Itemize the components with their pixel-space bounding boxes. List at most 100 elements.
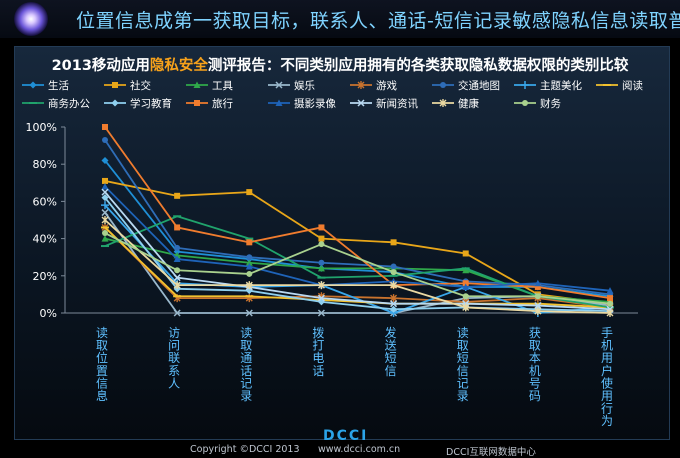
data-point-6-4 [318,259,325,266]
data-point-15-2 [174,267,181,274]
x-tick-label-char: 记 [240,376,252,390]
x-tick-label-char: 短 [457,351,469,365]
data-point-14-3 [245,281,253,290]
data-point-11-7 [534,283,541,290]
data-point-5-5 [390,294,398,303]
chart-title: 2013移动应用隐私安全测评报告：不同类别应用拥有的各类获取隐私数据权限的类别比… [0,54,680,75]
x-tick-label-char: 系 [168,364,180,378]
series-line-13 [104,191,611,311]
x-tick-label-char: 手 [601,326,613,340]
data-point-10-1 [101,194,109,202]
legend-label-1: 生活 [48,79,69,92]
chart-title-highlight: 隐私安全 [149,58,208,74]
legend-marker-13 [357,99,365,107]
x-tick-label-char: 访 [168,326,180,340]
legend-marker-11 [194,100,200,106]
x-tick-label-char: 读 [96,326,108,340]
data-point-15-7 [534,293,541,300]
x-tick-label-char: 取 [96,339,108,353]
legend-marker-12 [275,99,283,106]
x-tick-label-char: 读 [457,326,469,340]
y-tick-label: 40% [33,233,57,246]
legend-label-9: 商务办公 [48,97,90,110]
data-point-2-3 [246,189,253,196]
data-point-4-4 [317,309,325,317]
data-point-13-1 [101,188,109,196]
series-line-9 [104,215,611,309]
data-point-12-3 [245,263,253,270]
data-point-12-2 [173,255,181,263]
data-point-11-2 [174,224,181,231]
chart-title-part-3: 测评报告：不同类别应用拥有的各类获取隐私数据权限的类别比较 [207,58,629,74]
data-point-6-3 [246,254,253,261]
data-point-6-5 [390,263,397,270]
x-tick-label-char: 拨 [312,326,324,340]
x-tick-label-char: 取 [240,339,252,353]
data-point-12-6 [462,283,470,290]
star-logo-icon [14,2,48,36]
legend-label-10: 学习教育 [130,97,172,110]
data-point-6-1 [102,137,108,144]
legend-marker-5 [357,81,365,89]
x-tick-label-char: 记 [457,376,469,390]
legend-marker-2 [112,82,118,88]
series-line-12 [104,185,611,292]
legend-label-7: 主题美化 [540,79,582,92]
legend-marker-14 [439,99,447,107]
x-tick-label-char: 用 [601,351,613,365]
data-point-15-5 [390,269,397,276]
series-line-11 [104,126,611,300]
data-point-14-2 [173,281,181,290]
x-tick-label-char: 获 [529,326,541,340]
footer-center: DCCI互联网数据中心 [446,447,536,458]
x-tick-label-char: 话 [240,364,252,378]
legend-marker-7 [521,81,529,89]
series-line-8 [104,226,611,309]
data-point-10-5 [390,305,398,313]
chart-title-part-1: 2013移动应用 [51,58,150,74]
x-tick-label-char: 用 [601,389,613,403]
x-tick-label-char: 录 [457,389,469,403]
x-tick-label-char: 户 [601,363,613,378]
x-tick-label-char: 号 [529,376,541,390]
data-point-11-4 [318,224,325,231]
legend-label-4: 娱乐 [294,79,315,92]
data-point-15-4 [318,241,325,248]
data-point-13-4 [317,294,325,302]
x-tick-label-char: 位 [96,350,108,365]
x-tick-label-char: 码 [529,389,541,403]
legend-label-14: 健康 [458,97,479,110]
legend-marker-15 [522,100,528,106]
x-tick-label-char: 置 [96,364,108,378]
data-point-4-3 [245,309,253,317]
series-line-10 [104,197,611,313]
data-point-11-3 [246,239,253,246]
x-tick-label-char: 行 [601,402,613,416]
data-point-2-2 [174,192,181,199]
data-point-15-8 [607,300,613,307]
x-tick-label-char: 发 [385,325,397,340]
series-line-15 [104,232,611,305]
data-point-2-1 [102,177,108,184]
data-point-11-6 [462,280,469,287]
x-tick-label-char: 本 [529,351,541,365]
x-tick-label-char: 取 [529,339,541,353]
footer: Copyright ©DCCI 2013 www.dcci.com.cn DCC… [0,440,680,458]
series-line-5 [104,226,611,309]
legend-marker-3 [193,81,201,88]
x-tick-label-char: 人 [168,376,180,390]
data-point-3-4 [317,264,325,272]
data-point-3-3 [245,259,253,266]
legend-label-15: 财务 [540,97,561,110]
x-tick-label-char: 送 [385,338,397,353]
legend-label-12: 摄影录像 [294,97,336,110]
data-point-15-6 [462,293,469,300]
series-line-2 [104,180,611,305]
y-tick-label: 0% [40,307,57,320]
legend-marker-6 [440,82,446,88]
x-tick-label-char: 电 [312,351,324,365]
y-tick-label: 20% [33,270,57,283]
series-line-14 [104,219,611,314]
legend-label-8: 阅读 [622,79,643,92]
data-point-12-1 [101,183,109,190]
